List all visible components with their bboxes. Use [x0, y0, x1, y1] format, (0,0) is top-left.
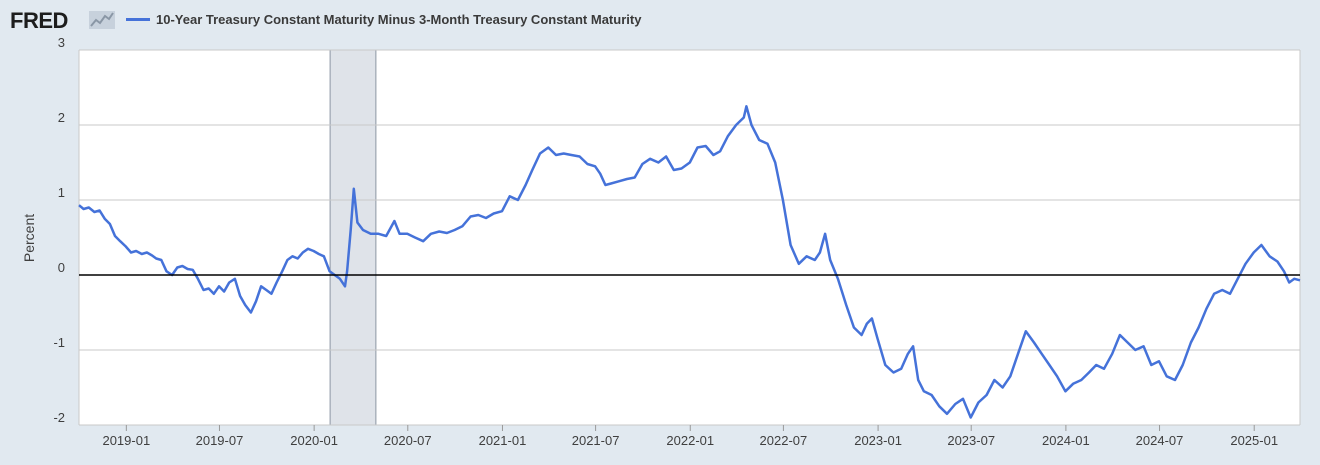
y-tick-label: -2	[53, 410, 65, 425]
recession-band	[329, 49, 377, 426]
legend-label: 10-Year Treasury Constant Maturity Minus…	[156, 12, 642, 27]
sparkline-icon	[89, 11, 115, 29]
y-tick-label: 1	[58, 185, 65, 200]
x-tick-label: 2023-07	[947, 433, 995, 448]
fred-logo: FRED	[10, 8, 68, 33]
y-tick-label: 2	[58, 110, 65, 125]
x-tick-label: 2019-07	[196, 433, 244, 448]
x-tick-label: 2024-01	[1042, 433, 1090, 448]
x-tick-label: 2021-01	[479, 433, 527, 448]
x-tick-label: 2022-07	[760, 433, 808, 448]
series-line	[78, 105, 1301, 419]
chart-legend: 10-Year Treasury Constant Maturity Minus…	[126, 12, 641, 27]
y-tick-label: 3	[58, 35, 65, 50]
chart-header: FRED 10-Year Treasury Constant Maturity …	[0, 0, 1320, 40]
x-tick-label: 2020-01	[290, 433, 338, 448]
x-tick-label: 2025-01	[1230, 433, 1278, 448]
y-axis-label: Percent	[21, 214, 37, 262]
x-tick-label: 2022-01	[666, 433, 714, 448]
y-tick-label: -1	[53, 335, 65, 350]
x-tick-label: 2021-07	[572, 433, 620, 448]
y-tick-label: 0	[58, 260, 65, 275]
x-tick-label: 2020-07	[384, 433, 432, 448]
x-tick-label: 2023-01	[854, 433, 902, 448]
x-tick-label: 2019-01	[102, 433, 150, 448]
plot-area	[79, 50, 1300, 425]
x-tick-label: 2024-07	[1136, 433, 1184, 448]
legend-swatch	[126, 18, 150, 21]
